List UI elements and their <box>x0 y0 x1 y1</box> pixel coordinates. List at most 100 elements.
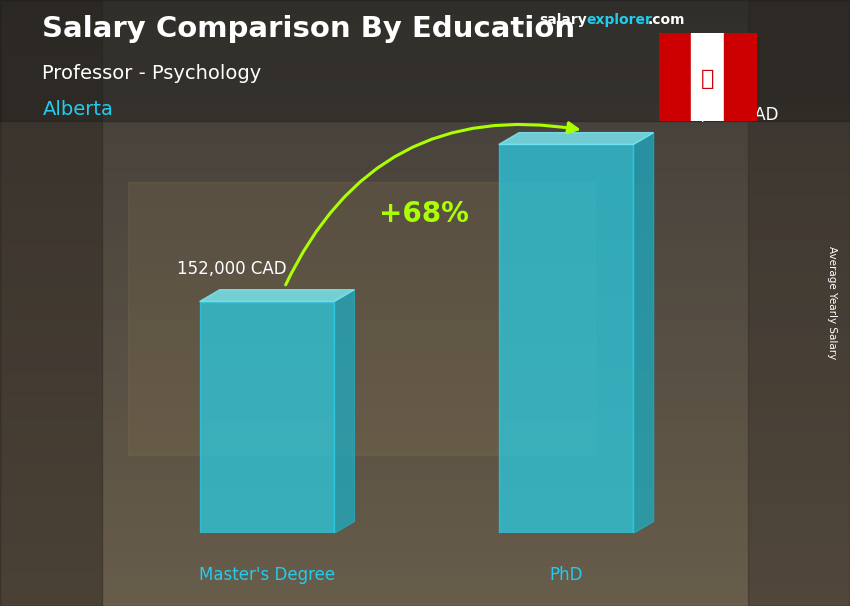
Bar <box>0 85 850 91</box>
Bar <box>0 545 850 551</box>
Bar <box>0 454 850 461</box>
Bar <box>0 91 850 97</box>
Bar <box>0 388 850 394</box>
Bar <box>0 36 850 42</box>
Polygon shape <box>633 133 654 533</box>
Bar <box>0 55 850 61</box>
Bar <box>0 279 850 285</box>
Bar <box>0 382 850 388</box>
Bar <box>0 194 850 200</box>
Bar <box>0 533 850 539</box>
Bar <box>0 18 850 24</box>
Bar <box>0 473 850 479</box>
Polygon shape <box>499 133 654 144</box>
Text: Master's Degree: Master's Degree <box>199 567 335 584</box>
Bar <box>0 588 850 594</box>
Bar <box>0 67 850 73</box>
Bar <box>0 285 850 291</box>
Bar <box>0 521 850 527</box>
Bar <box>0 339 850 345</box>
Bar <box>0 527 850 533</box>
Bar <box>0 139 850 145</box>
Bar <box>200 302 334 533</box>
Bar <box>0 103 850 109</box>
Text: +68%: +68% <box>379 200 469 228</box>
Bar <box>0 406 850 412</box>
Bar <box>0 73 850 79</box>
Bar <box>0 176 850 182</box>
Bar <box>0 115 850 121</box>
Bar <box>0 206 850 212</box>
Bar <box>0 0 850 6</box>
Bar <box>0 170 850 176</box>
Bar <box>0 242 850 248</box>
Text: explorer: explorer <box>586 13 653 27</box>
Bar <box>0 576 850 582</box>
Text: Salary Comparison By Education: Salary Comparison By Education <box>42 15 575 43</box>
Bar <box>128 182 595 454</box>
Bar <box>724 33 756 121</box>
Bar <box>0 158 850 164</box>
Bar <box>0 315 850 321</box>
Bar <box>0 509 850 515</box>
Bar <box>0 42 850 48</box>
Bar <box>0 412 850 418</box>
Bar <box>0 491 850 497</box>
Bar <box>748 0 850 606</box>
Bar <box>0 224 850 230</box>
Bar <box>0 442 850 448</box>
Bar <box>0 539 850 545</box>
Bar <box>0 485 850 491</box>
Bar <box>0 236 850 242</box>
Bar <box>0 309 850 315</box>
Bar <box>0 109 850 115</box>
Bar <box>691 33 724 121</box>
Bar <box>0 261 850 267</box>
Bar <box>0 400 850 406</box>
Bar <box>659 33 691 121</box>
Bar <box>0 152 850 158</box>
Bar <box>0 248 850 255</box>
Bar <box>0 551 850 558</box>
Text: .com: .com <box>648 13 685 27</box>
Bar <box>0 424 850 430</box>
Polygon shape <box>200 290 354 302</box>
Bar <box>0 48 850 55</box>
Bar <box>0 497 850 503</box>
Bar <box>0 291 850 297</box>
Bar <box>0 461 850 467</box>
Bar <box>0 24 850 30</box>
Bar <box>0 255 850 261</box>
Bar <box>0 79 850 85</box>
Bar <box>0 121 850 127</box>
Bar <box>0 6 850 12</box>
Bar <box>0 218 850 224</box>
Bar <box>0 418 850 424</box>
Polygon shape <box>334 290 354 533</box>
Bar <box>0 358 850 364</box>
Bar <box>0 30 850 36</box>
Bar <box>0 467 850 473</box>
Bar <box>0 188 850 194</box>
Bar <box>0 182 850 188</box>
Bar <box>0 267 850 273</box>
Bar <box>0 333 850 339</box>
Bar <box>0 212 850 218</box>
Bar <box>0 345 850 351</box>
Bar <box>0 570 850 576</box>
Bar <box>0 230 850 236</box>
Text: salary: salary <box>540 13 587 27</box>
Bar <box>0 594 850 600</box>
Bar <box>0 558 850 564</box>
Text: 255,000 CAD: 255,000 CAD <box>669 106 779 124</box>
Bar <box>0 515 850 521</box>
Bar <box>0 448 850 454</box>
Bar <box>0 503 850 509</box>
Bar <box>0 200 850 206</box>
Text: 🍁: 🍁 <box>701 70 714 90</box>
Bar <box>0 327 850 333</box>
Bar <box>0 97 850 103</box>
Bar <box>0 436 850 442</box>
Bar <box>0 61 850 67</box>
Bar <box>0 127 850 133</box>
